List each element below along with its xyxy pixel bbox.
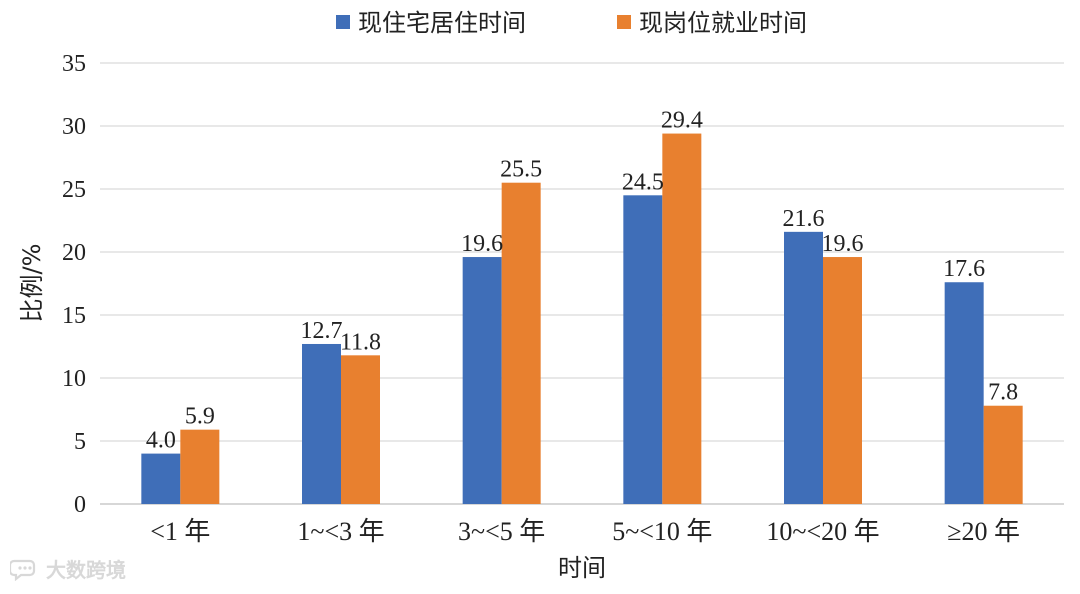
y-tick-label-5: 5 — [74, 429, 86, 455]
watermark-text: 大数跨境 — [46, 558, 126, 582]
y-tick-label-35: 35 — [62, 51, 86, 77]
legend-swatch-1 — [336, 15, 350, 29]
bar-series2-5 — [823, 257, 862, 504]
bar-series1-1 — [141, 453, 181, 504]
legend: 现住宅居住时间 现岗位就业时间 — [336, 9, 807, 37]
bars — [141, 133, 1023, 505]
y-tick-label-0: 0 — [74, 492, 86, 518]
gridlines — [100, 62, 1064, 505]
bar-series1-4 — [623, 195, 663, 505]
bar-series1-5 — [784, 231, 823, 504]
y-tick-label-30: 30 — [62, 114, 86, 140]
data-label-series2-3: 25.5 — [500, 157, 542, 183]
data-labels: 4.05.912.711.819.625.5 24.529.421.619.617… — [146, 108, 1018, 454]
y-tick-label-15: 15 — [62, 303, 86, 329]
bar-series1-3 — [462, 257, 502, 504]
y-tick-label-20: 20 — [62, 240, 86, 266]
x-axis-ticks: <1 年 1~<3 年 3~<5 年 5~<10 年 10~<20 年 ≥20 年 — [150, 517, 1020, 546]
x-tick-label-6: ≥20 年 — [947, 517, 1020, 546]
legend-label-1: 现住宅居住时间 — [358, 9, 526, 37]
x-tick-label-4: 5~<10 年 — [612, 517, 712, 546]
bar-series2-6 — [983, 405, 1023, 504]
bar-series2-2 — [341, 355, 380, 504]
x-axis-title: 时间 — [558, 554, 606, 582]
data-label-series2-6: 7.8 — [988, 380, 1018, 406]
data-label-series2-2: 11.8 — [340, 329, 381, 355]
x-tick-label-2: 1~<3 年 — [297, 517, 384, 546]
bar-series1-6 — [944, 282, 984, 504]
y-axis-ticks: 0 5 10 15 20 25 30 35 — [62, 51, 86, 518]
data-label-series1-1: 4.0 — [146, 428, 176, 454]
watermark: 大数跨境 — [10, 554, 126, 583]
data-label-series2-5: 19.6 — [822, 231, 864, 257]
x-tick-label-1: <1 年 — [150, 517, 210, 546]
data-label-series1-4: 24.5 — [622, 169, 664, 195]
y-tick-label-25: 25 — [62, 177, 86, 203]
bar-series1-2 — [302, 343, 341, 504]
data-label-series1-3: 19.6 — [461, 231, 503, 257]
bar-series2-4 — [662, 133, 702, 504]
x-tick-label-5: 10~<20 年 — [766, 517, 879, 546]
bar-series2-3 — [501, 182, 541, 504]
y-axis-title: 比例/% — [18, 244, 46, 323]
data-label-series1-6: 17.6 — [943, 256, 985, 282]
y-tick-label-10: 10 — [62, 366, 86, 392]
chat-bubble-logo-icon — [10, 559, 36, 581]
x-tick-label-3: 3~<5 年 — [458, 517, 545, 546]
data-label-series2-4: 29.4 — [661, 108, 703, 134]
legend-label-2: 现岗位就业时间 — [639, 9, 807, 37]
data-label-series1-2: 12.7 — [301, 318, 343, 344]
legend-swatch-2 — [617, 15, 631, 29]
data-label-series2-1: 5.9 — [185, 404, 215, 430]
data-label-series1-5: 21.6 — [783, 206, 825, 232]
bar-series2-1 — [180, 429, 220, 504]
